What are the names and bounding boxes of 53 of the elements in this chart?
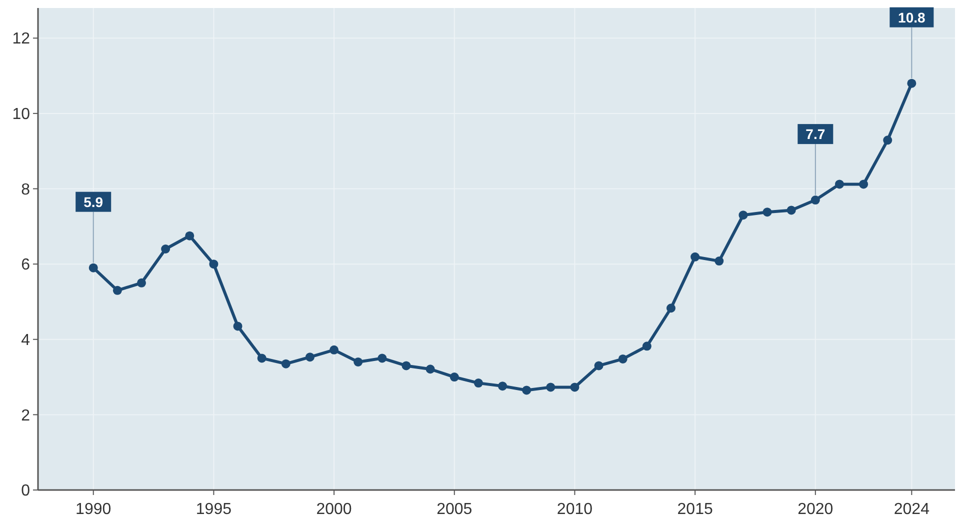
x-tick-label: 1995 [196,501,232,518]
x-tick-label: 2010 [556,501,593,518]
point [161,244,170,254]
point [378,354,387,363]
point [88,263,98,272]
point [330,345,339,354]
x-tick-label: 1990 [76,501,112,518]
point [185,231,194,240]
y-tick-label: 10 [12,106,30,124]
data-label: 7.7 [806,126,826,142]
y-tick-label: 8 [21,181,30,198]
y-tick-label: 6 [21,256,30,274]
y-tick-label: 0 [21,482,30,500]
point [136,278,146,288]
y-tick-label: 2 [21,407,30,424]
point [907,78,916,88]
point [257,354,266,363]
point [233,322,242,331]
point [642,342,652,351]
point [714,256,724,266]
data-label: 10.8 [898,9,926,26]
point [112,286,122,295]
point [450,372,459,382]
point [738,210,748,220]
point [594,361,604,370]
point [834,180,844,189]
point [546,382,556,392]
point [498,382,508,391]
y-tick-label: 4 [21,332,30,349]
point [883,136,892,145]
point [859,180,868,189]
point [690,252,700,262]
point [281,359,290,368]
point [810,196,820,205]
x-tick-label: 2015 [677,501,713,518]
x-tick-label: 2000 [316,501,352,518]
point [570,382,580,392]
x-tick-label: 2024 [894,501,930,518]
x-tick-label: 2020 [798,501,834,518]
point [666,304,676,313]
point [354,357,363,366]
point [522,386,532,395]
y-tick-label: 12 [12,30,30,48]
point [474,378,483,388]
point [762,208,772,217]
point [402,361,411,370]
data-label: 5.9 [84,194,104,210]
x-tick-label: 2005 [436,501,472,518]
point [786,206,796,215]
point [209,260,218,269]
point [426,364,435,374]
point [305,352,314,362]
point [618,354,628,364]
